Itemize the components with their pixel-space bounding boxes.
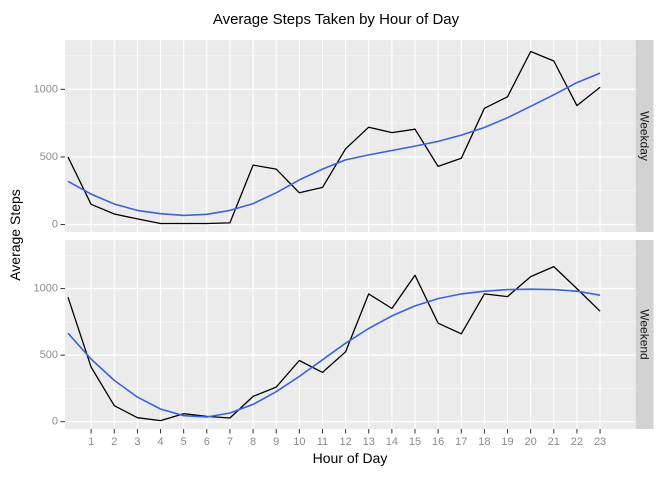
facet-strip-label: Weekend xyxy=(638,309,652,359)
series-smooth-line xyxy=(67,72,601,217)
panel-background xyxy=(65,40,635,232)
y-tick-label: 0 xyxy=(52,219,58,231)
y-tick-label: 0 xyxy=(52,416,58,428)
facet-strip-label: Weekday xyxy=(638,111,652,161)
y-tick-label: 1000 xyxy=(34,83,58,95)
x-tick-label: 23 xyxy=(594,436,606,448)
x-tick-label: 18 xyxy=(478,436,490,448)
chart-title: Average Steps Taken by Hour of Day xyxy=(212,11,460,28)
x-axis-title: Hour of Day xyxy=(312,450,388,466)
x-tick-label: 8 xyxy=(250,436,256,448)
x-tick-label: 17 xyxy=(455,436,467,448)
facet-strip xyxy=(635,240,654,429)
x-tick-label: 20 xyxy=(525,436,537,448)
x-tick-label: 12 xyxy=(339,436,351,448)
x-tick-label: 5 xyxy=(181,436,187,448)
x-tick-label: 1 xyxy=(88,436,94,448)
series-smooth-line xyxy=(67,288,601,418)
y-tick-label: 500 xyxy=(40,151,58,163)
x-tick-label: 16 xyxy=(432,436,444,448)
y-tick-label: 500 xyxy=(40,349,58,361)
x-tick-label: 13 xyxy=(363,436,375,448)
x-tick-label: 6 xyxy=(204,436,210,448)
x-tick-label: 7 xyxy=(227,436,233,448)
x-tick-label: 10 xyxy=(293,436,305,448)
x-tick-label: 14 xyxy=(386,436,398,448)
x-tick-label: 15 xyxy=(409,436,421,448)
facet-weekday: 0 500 1000 Weekday xyxy=(34,40,654,232)
series-actual-line xyxy=(67,265,601,422)
y-tick-label: 1000 xyxy=(34,283,58,295)
x-axis: 1 2 3 4 5 6 7 8 9 10 11 12 13 14 15 16 17 18 19 20 21 22 23 xyxy=(88,429,606,448)
x-tick-label: 4 xyxy=(157,436,163,448)
x-tick-label: 3 xyxy=(134,436,140,448)
x-tick-label: 21 xyxy=(548,436,560,448)
facet-weekend: 0 500 1000 Weekend xyxy=(34,240,654,429)
x-tick-label: 9 xyxy=(273,436,279,448)
x-tick-label: 11 xyxy=(317,436,328,448)
x-tick-label: 22 xyxy=(571,436,583,448)
x-tick-label: 2 xyxy=(111,436,117,448)
x-tick-label: 19 xyxy=(501,436,513,448)
facet-strip xyxy=(635,40,654,232)
series-actual-line xyxy=(67,50,601,225)
